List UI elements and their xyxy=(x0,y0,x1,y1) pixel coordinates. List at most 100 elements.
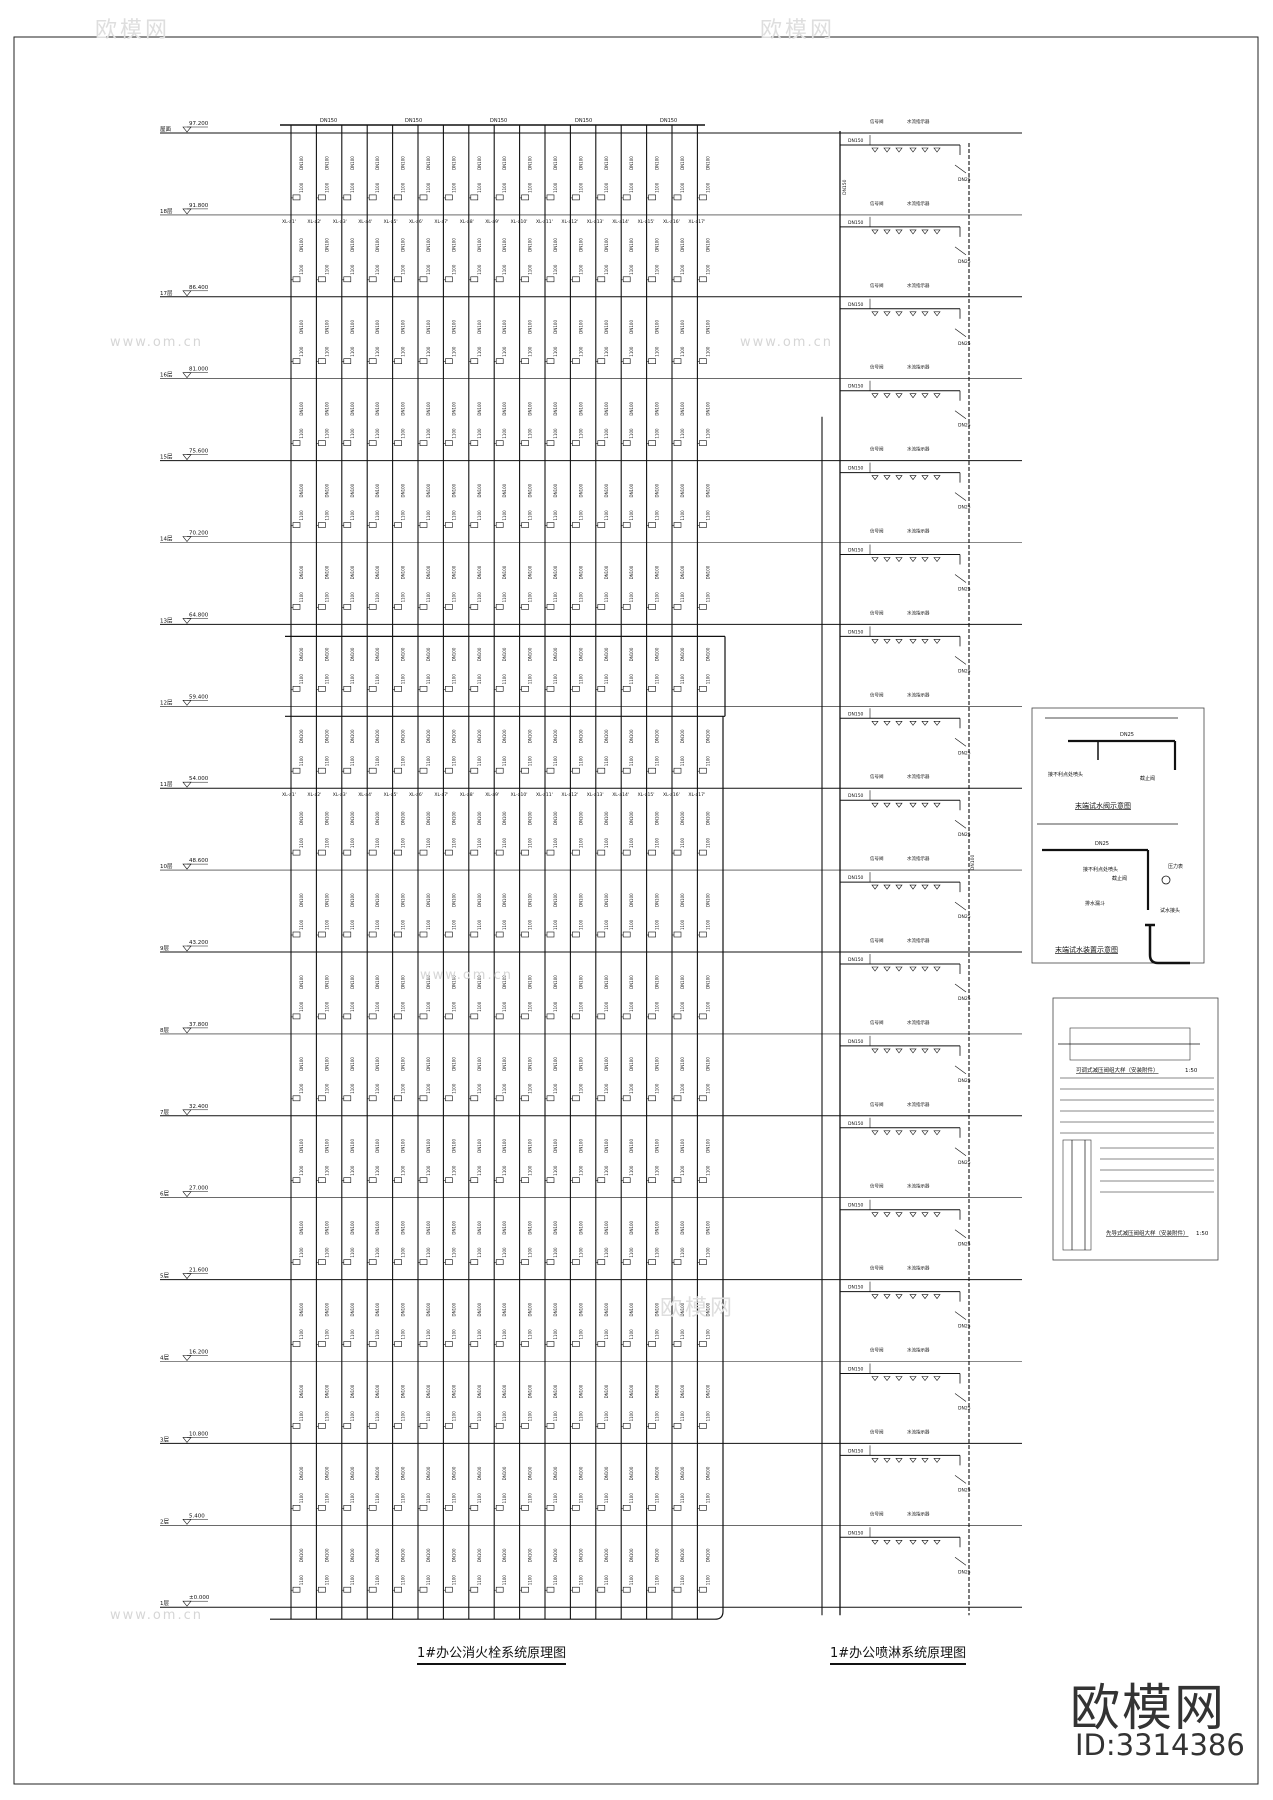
pressure-gauge-icon xyxy=(1161,875,1171,885)
hydrant-height-label: 1100 xyxy=(299,346,304,357)
fire-hydrant-icon xyxy=(343,440,352,446)
riser-pipe-label: DN100 xyxy=(528,238,533,252)
fire-hydrant-icon xyxy=(699,931,707,938)
riser-pipe-label: DN100 xyxy=(680,483,685,497)
riser-pipe-label: DN100 xyxy=(477,156,482,170)
floor-elevation: 48.600 xyxy=(189,858,209,864)
riser-pipe-label: DN100 xyxy=(528,1384,533,1398)
signal-valve-label: 信号阀 xyxy=(870,1183,884,1190)
sprinkler-head-icon xyxy=(909,884,917,890)
fire-hydrant-icon xyxy=(445,1177,453,1183)
hydrant-height-label: 1100 xyxy=(502,182,507,193)
riser-pipe-label: DN100 xyxy=(578,320,583,334)
hydrant-height-label: 1100 xyxy=(502,1083,507,1094)
fire-hydrant-icon xyxy=(343,1341,352,1347)
watermark-logo: 欧模网 xyxy=(95,18,171,43)
hydrant-height-label: 1100 xyxy=(502,1493,507,1504)
sprinkler-head-icon xyxy=(883,1458,891,1463)
riser-pipe-label: DN100 xyxy=(528,1302,533,1316)
watermark-site: www.om.cn xyxy=(110,335,203,350)
riser-pipe-label: DN100 xyxy=(477,1466,482,1480)
riser-pipe-label: DN100 xyxy=(477,320,482,334)
riser-pipe-label: DN100 xyxy=(502,729,507,743)
hydrant-height-label: 1100 xyxy=(705,1493,710,1504)
riser-label: XL-a15' xyxy=(638,219,655,225)
hydrant-height-label: 1100 xyxy=(604,1493,609,1504)
fire-hydrant-icon xyxy=(546,931,555,938)
hydrant-height-label: 1100 xyxy=(680,1493,685,1504)
fire-hydrant-icon xyxy=(419,1341,428,1347)
drawing-border xyxy=(13,36,1259,1785)
fire-hydrant-icon xyxy=(572,1259,580,1265)
fire-hydrant-icon xyxy=(292,440,301,446)
floor-elevation: 75.600 xyxy=(189,449,209,455)
riser-pipe-label: DN100 xyxy=(578,647,583,661)
sprinkler-head-icon xyxy=(871,1212,879,1218)
fire-hydrant-icon xyxy=(648,1095,656,1102)
riser-pipe-label: DN100 xyxy=(680,320,685,334)
branch-pipe-label: DN150 xyxy=(848,548,864,554)
sprinkler-head-icon xyxy=(921,1048,929,1054)
riser-pipe-label: DN100 xyxy=(451,565,456,579)
riser-pipe-label: DN100 xyxy=(350,729,355,743)
fire-hydrant-icon xyxy=(521,1095,529,1102)
hydrant-height-label: 1100 xyxy=(324,1411,329,1422)
fire-hydrant-icon xyxy=(495,194,504,201)
elevation-marker xyxy=(182,1273,192,1280)
sprinkler-head-icon xyxy=(909,1212,917,1218)
fire-hydrant-icon xyxy=(572,931,580,938)
riser-pipe-label: DN100 xyxy=(528,1057,533,1071)
fire-hydrant-icon xyxy=(521,276,529,283)
fire-hydrant-icon xyxy=(368,1341,377,1347)
fire-hydrant-icon xyxy=(648,194,656,201)
riser-pipe-label: DN100 xyxy=(528,1548,533,1562)
sprinkler-head-icon xyxy=(933,1212,941,1218)
riser-pipe-label: DN100 xyxy=(299,483,304,497)
hydrant-height-label: 1100 xyxy=(553,1083,558,1094)
riser-pipe-label: DN100 xyxy=(528,156,533,170)
fire-hydrant-icon xyxy=(495,1095,504,1102)
detail-label: 接不利点处喷头 xyxy=(1083,866,1118,873)
hydrant-height-label: 1100 xyxy=(553,1001,558,1012)
sprinkler-head-icon xyxy=(921,147,929,153)
sprinkler-head-icon xyxy=(895,1212,903,1218)
sprinkler-head-icon xyxy=(871,1130,879,1136)
riser-pipe-label: DN100 xyxy=(401,238,406,252)
fire-hydrant-icon xyxy=(699,1095,707,1102)
hydrant-height-label: 1100 xyxy=(324,1575,329,1586)
hydrant-height-label: 1100 xyxy=(375,1411,380,1422)
hydrant-height-label: 1100 xyxy=(629,1165,634,1176)
floor-label: 16层 xyxy=(160,372,173,379)
riser-pipe-label: DN100 xyxy=(655,975,660,989)
roof-main-pipe-label: DN150 xyxy=(490,118,507,124)
riser-label: XL-a3' xyxy=(333,219,347,225)
hydrant-height-label: 1100 xyxy=(629,1083,634,1094)
riser-pipe-label: DN100 xyxy=(299,1139,304,1153)
hydrant-height-label: 1100 xyxy=(578,1411,583,1422)
hydrant-height-label: 1100 xyxy=(324,510,329,521)
hydrant-height-label: 1100 xyxy=(426,837,431,848)
riser-pipe-label: DN100 xyxy=(451,1057,456,1071)
fire-hydrant-icon xyxy=(495,522,504,528)
sprinkler-head-icon xyxy=(933,393,941,399)
end-test-leader xyxy=(954,1229,967,1238)
hydrant-height-label: 1100 xyxy=(299,1001,304,1012)
branch-pipe-label: DN150 xyxy=(848,1203,864,1209)
floor-label: 2层 xyxy=(160,1518,169,1525)
hydrant-height-label: 1100 xyxy=(375,1493,380,1504)
fire-hydrant-icon xyxy=(445,358,453,365)
floor-elevation: 32.400 xyxy=(189,1104,209,1110)
fire-hydrant-icon xyxy=(597,604,606,610)
riser-pipe-label: DN100 xyxy=(553,1220,558,1234)
fire-hydrant-icon xyxy=(470,1095,479,1102)
riser-pipe-label: DN100 xyxy=(578,1548,583,1562)
end-test-leader xyxy=(954,819,967,829)
fire-hydrant-icon xyxy=(343,685,352,692)
hydrant-height-label: 1100 xyxy=(324,1329,329,1340)
hydrant-height-label: 1100 xyxy=(299,1411,304,1422)
fire-hydrant-icon xyxy=(419,1095,428,1102)
hydrant-height-label: 1100 xyxy=(426,182,431,193)
hydrant-height-label: 1100 xyxy=(553,1329,558,1340)
hydrant-height-label: 1100 xyxy=(451,510,456,521)
sprinkler-head-icon xyxy=(909,639,917,644)
